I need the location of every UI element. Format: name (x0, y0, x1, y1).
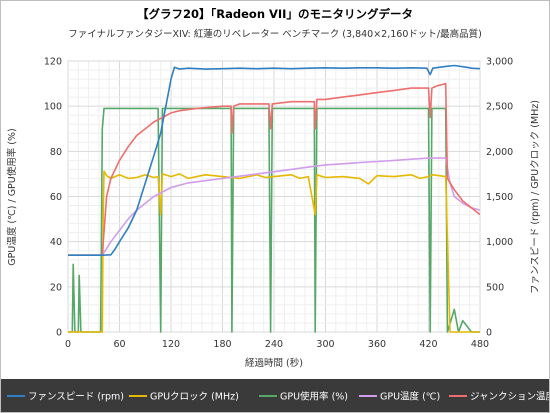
y-right-tick-label: 2,000 (486, 147, 513, 158)
x-axis-title: 経過時間 (秒) (245, 357, 303, 369)
y-left-tick-label: 0 (56, 328, 62, 339)
legend-label-0: ファンスピード (rpm) (28, 392, 124, 403)
y-right-axis-title: ファンスピード (rpm) / GPUクロック (MHz) (530, 100, 541, 294)
y-left-tick-label: 60 (50, 192, 62, 203)
y-left-tick-label: 100 (44, 102, 62, 113)
y-left-tick-label: 120 (44, 57, 62, 68)
y-grid (68, 60, 480, 333)
y-left-tick-labels: 0 20 40 60 80 100 120 (44, 57, 62, 339)
x-tick-label: 300 (316, 339, 334, 350)
y-right-tick-label: 2,500 (486, 102, 513, 113)
y-right-tick-label: 500 (486, 282, 504, 293)
x-tick-label: 480 (471, 339, 489, 350)
y-right-tick-label: 1,000 (486, 237, 513, 248)
x-tick-label: 420 (419, 339, 437, 350)
series-line-3 (68, 157, 481, 256)
y-right-tick-label: 1,500 (486, 192, 513, 203)
y-left-tick-label: 40 (50, 237, 62, 248)
y-right-tick-labels: 0 500 1,000 1,500 2,000 2,500 3,000 (486, 57, 513, 339)
legend: ファンスピード (rpm) GPUクロック (MHz) GPU使用率 (%) GPU温… (7, 391, 549, 403)
x-tick-label: 360 (368, 339, 386, 350)
y-left-tick-label: 20 (50, 282, 62, 293)
y-left-axis-title: GPU温度 (℃) / GPU使用率 (%) (6, 128, 18, 265)
legend-label-3: GPU温度 (℃) (380, 391, 440, 403)
x-tick-label: 60 (113, 339, 125, 350)
legend-label-1: GPUクロック (MHz) (150, 392, 239, 403)
series-line-1 (68, 170, 480, 333)
chart-subtitle: ファイナルファンタジーXIV: 紅蓮のリベレーター ベンチマーク (3,840×… (68, 28, 482, 40)
chart-title: 【グラフ20】「Radeon VII」のモニタリングデータ (137, 7, 413, 21)
series-line-4 (68, 82, 481, 256)
y-left-tick-label: 80 (50, 147, 62, 158)
legend-label-2: GPU使用率 (%) (280, 391, 348, 403)
x-tick-label: 180 (213, 339, 231, 350)
series-line-0 (68, 64, 481, 256)
legend-label-4: ジャンクション温度 (470, 391, 549, 403)
x-tick-label: 240 (265, 339, 283, 350)
y-right-tick-label: 3,000 (486, 57, 513, 68)
x-tick-label: 120 (162, 339, 180, 350)
series-layer (68, 64, 481, 333)
y-right-tick-label: 0 (486, 328, 492, 339)
x-tick-label: 0 (65, 339, 71, 350)
x-tick-labels: 0 60 120 180 240 300 360 420 480 (65, 339, 489, 350)
series-line-2 (68, 107, 480, 333)
